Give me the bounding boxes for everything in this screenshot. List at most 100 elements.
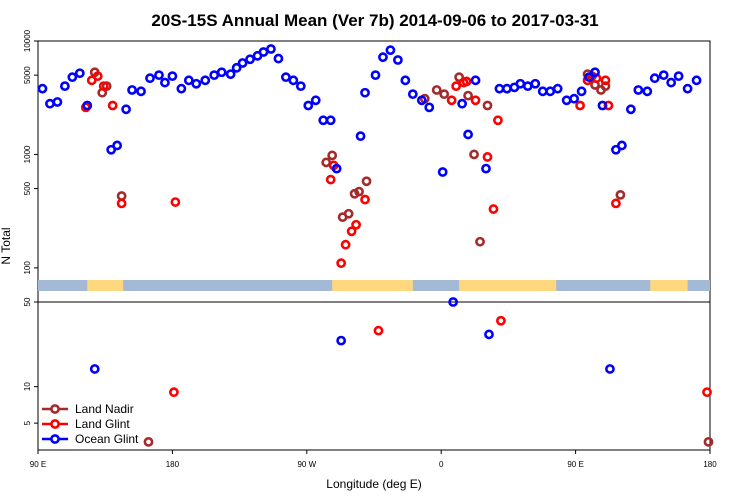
land-nadir-point <box>600 81 611 92</box>
ocean-glint-point <box>481 163 491 174</box>
land-glint-point <box>702 387 712 398</box>
ocean-glint-point <box>463 129 473 140</box>
ocean-glint-point <box>82 100 93 111</box>
x-tick-label: 180 <box>166 460 180 469</box>
land-nadir-point <box>431 85 442 95</box>
ocean-glint-point <box>392 55 403 65</box>
ocean-glint-point <box>385 45 396 56</box>
ocean-glint-point <box>216 67 227 78</box>
ocean-glint-point <box>666 77 677 88</box>
lower-y-tick-label: 50 <box>23 297 32 306</box>
ocean-glint-point <box>370 70 381 81</box>
ocean-glint-point <box>537 86 548 97</box>
ocean-glint-point <box>576 86 587 97</box>
land-glint-point <box>92 71 103 82</box>
chart-title: 20S-15S Annual Mean (Ver 7b) 2014-09-06 … <box>151 11 598 30</box>
ocean-glint-point <box>145 73 155 84</box>
ocean-glint-point <box>424 102 435 113</box>
land-glint-point <box>98 81 109 92</box>
ocean-glint-point <box>561 95 572 106</box>
lower-data-points <box>89 297 714 447</box>
legend-label-land-nadir: Land Nadir <box>75 402 134 416</box>
ocean-glint-point <box>237 58 248 68</box>
ocean-glint-point <box>682 83 693 94</box>
ocean-glint-point <box>310 95 321 106</box>
ocean-glint-point <box>633 85 644 95</box>
land-nadir-point <box>482 100 493 111</box>
land-nadir-point <box>361 176 372 187</box>
land-glint-point <box>336 258 347 269</box>
ocean-glint-point <box>303 100 314 111</box>
ocean-glint-point <box>530 78 541 89</box>
ocean-glint-point <box>245 54 255 65</box>
land-glint-point <box>360 194 370 205</box>
ocean-glint-point <box>407 89 418 100</box>
ocean-glint-point <box>457 98 468 109</box>
ocean-glint-point <box>569 93 580 104</box>
ocean-glint-point <box>225 69 236 80</box>
ocean-glint-point <box>378 52 388 63</box>
upper-data-points <box>37 44 702 269</box>
ocean-glint-point <box>280 72 291 83</box>
land-glint-point <box>340 239 351 250</box>
ocean-glint-point <box>642 86 653 97</box>
land-nadir-point <box>463 90 473 101</box>
ocean-glint-point <box>400 75 411 86</box>
ocean-glint-point <box>167 71 178 82</box>
land-glint-point <box>482 152 493 162</box>
legend-marker-land-glint <box>50 419 60 429</box>
ocean-glint-point <box>545 86 556 97</box>
land-glint-point <box>325 174 336 185</box>
ocean-glint-point <box>470 75 481 86</box>
land-glint-point <box>488 204 499 214</box>
land-nadir-point <box>475 236 485 247</box>
ocean-glint-point <box>74 68 85 79</box>
upper-y-axis: 100 500 1000 5000 10000 <box>23 29 38 275</box>
legend-marker-ocean-glint <box>50 434 60 444</box>
land-nadir-point <box>439 89 450 100</box>
ocean-glint-point <box>625 104 636 115</box>
x-tick-label: 90 E <box>567 460 583 469</box>
ocean-glint-point <box>121 104 132 115</box>
ocean-glint-point <box>448 297 459 307</box>
lower-y-tick-label: 5 <box>23 420 32 425</box>
ocean-glint-point <box>45 98 55 109</box>
ocean-glint-point <box>552 83 563 94</box>
x-tick-label: 0 <box>439 460 444 469</box>
ocean-glint-point <box>360 87 370 98</box>
upper-y-tick-label: 10000 <box>23 29 32 52</box>
lower-panel: 5 10 50 <box>23 297 714 451</box>
lower-y-tick-label: 10 <box>23 382 32 391</box>
land-glint-point <box>116 198 127 209</box>
legend-marker-land-nadir <box>50 404 60 414</box>
x-tick-label: 180 <box>703 460 717 469</box>
ocean-glint-point <box>691 75 702 86</box>
land-glint-point <box>373 325 384 336</box>
land-glint-point <box>168 387 179 398</box>
ocean-glint-point <box>89 364 100 374</box>
ocean-glint-point <box>191 78 202 89</box>
land-segment-3 <box>459 280 557 291</box>
ocean-glint-point <box>522 81 533 92</box>
upper-y-tick-label: 100 <box>23 261 32 275</box>
upper-y-tick-label: 1000 <box>23 145 32 163</box>
ocean-glint-point <box>112 140 123 151</box>
ocean-glint-point <box>331 163 342 174</box>
land-nadir-point <box>327 150 338 161</box>
x-axis: 90 E 180 90 W 0 90 E 180 <box>30 450 717 469</box>
ocean-glint-point <box>590 67 600 78</box>
land-nadir-point <box>469 149 479 160</box>
ocean-glint-point <box>649 73 660 84</box>
ocean-glint-point <box>154 70 164 81</box>
ocean-glint-point <box>288 75 299 86</box>
ocean-glint-point <box>52 97 63 107</box>
ocean-glint-point <box>502 83 512 94</box>
land-glint-point <box>496 315 506 326</box>
ocean-glint-point <box>673 71 684 82</box>
land-ocean-mask <box>38 280 710 291</box>
land-glint-point <box>451 81 462 92</box>
ocean-glint-point <box>273 53 284 64</box>
ocean-glint-point <box>127 85 137 95</box>
x-tick-label: 90 W <box>297 460 316 469</box>
